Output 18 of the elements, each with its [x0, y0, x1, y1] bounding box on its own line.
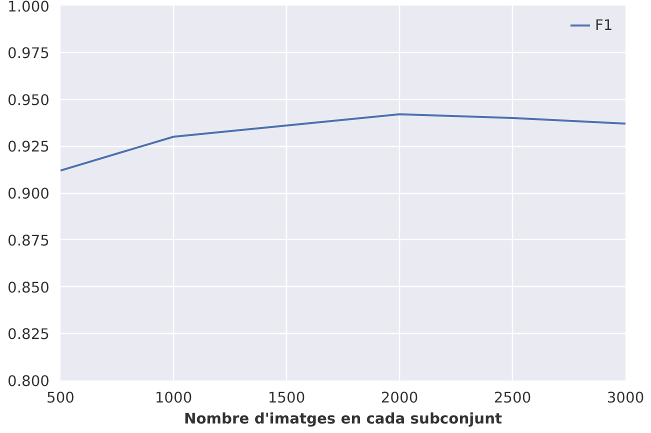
x-tick-label: 1000 [154, 390, 192, 406]
y-tick-label: 0.850 [8, 279, 50, 296]
x-tick-label: 2000 [380, 390, 418, 406]
y-tick-label: 0.825 [8, 326, 50, 344]
y-tick-label: 0.875 [8, 232, 50, 250]
y-tick-label: 0.925 [8, 138, 50, 156]
y-tick-label: 0.900 [8, 186, 50, 202]
y-tick-label: 0.800 [8, 373, 50, 390]
legend-label: F1 [595, 16, 614, 34]
x-tick-label: 500 [46, 390, 74, 406]
y-tick-label: 0.950 [8, 92, 50, 109]
x-tick-label: 2500 [494, 390, 532, 406]
x-axis-title: Nombre d'imatges en cada subconjunt [184, 410, 502, 428]
line-series [60, 113, 626, 172]
y-tick-label: 0.975 [8, 44, 50, 62]
y-tick-label: 1.000 [8, 0, 50, 16]
x-tick-label: 1500 [268, 390, 306, 406]
x-tick-label: 3000 [606, 390, 644, 406]
